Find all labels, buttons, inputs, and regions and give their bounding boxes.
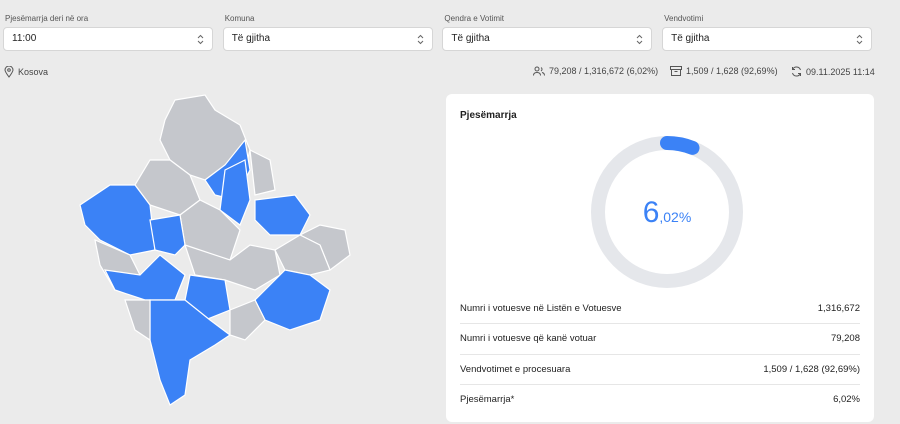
summary-row: Numri i votuesve në Listën e Votuesve 1,3… bbox=[460, 293, 860, 324]
filter-label: Komuna bbox=[224, 14, 255, 23]
filter-value: Të gjitha bbox=[671, 33, 710, 44]
filter-value: Të gjitha bbox=[231, 33, 271, 44]
row-value: 6,02% bbox=[833, 394, 860, 405]
chevron bbox=[637, 34, 643, 45]
summary-row: Pjesëmarrja* 6,02% bbox=[460, 385, 860, 415]
filter-label: Pjesëmarrja deri në ora bbox=[5, 14, 89, 23]
row-value: 79,208 bbox=[830, 333, 860, 344]
pin-icon bbox=[4, 66, 14, 78]
location-text: Kosova bbox=[18, 67, 49, 77]
stat-stations: 1,509 / 1,628 (92,69%) bbox=[670, 66, 778, 76]
summary-row: Numri i votuesve që kanë votuar 79,208 bbox=[460, 324, 860, 355]
row-label: Numri i votuesve që kanë votuar bbox=[460, 333, 597, 344]
row-label: Vendvotimet e procesuara bbox=[460, 363, 571, 375]
stat-updated: 09.11.2025 11:14 bbox=[791, 66, 875, 77]
gauge-label-main: 6 bbox=[643, 196, 660, 229]
stat-text: 09.11.2025 11:14 bbox=[806, 66, 875, 77]
gauge-label: 6,02% bbox=[643, 196, 692, 229]
users-icon bbox=[533, 66, 545, 76]
filter-value: Të gjitha bbox=[451, 33, 490, 44]
filter-select[interactable]: Të gjitha bbox=[662, 27, 873, 51]
chevron bbox=[197, 34, 204, 45]
card-title: Pjesëmarrja bbox=[460, 110, 517, 121]
gauge: 6,02% bbox=[591, 136, 743, 288]
location: Kosova bbox=[4, 66, 48, 78]
row-label: Pjesëmarrja* bbox=[460, 394, 515, 405]
chevron bbox=[856, 34, 863, 45]
row-label: Numri i votuesve në Listën e Votuesve bbox=[460, 302, 622, 314]
box-icon bbox=[670, 66, 682, 76]
row-value: 1,509 / 1,628 (92,69%) bbox=[763, 363, 860, 375]
filter-label: Qendra e Votimit bbox=[444, 14, 504, 23]
row-value: 1,316,672 bbox=[817, 302, 860, 314]
filter-label: Vendvotimi bbox=[664, 14, 704, 23]
gauge-arc bbox=[591, 136, 743, 288]
gauge-label-rest: ,02% bbox=[659, 209, 691, 225]
chevron bbox=[417, 34, 424, 45]
filter-value: 11:00 bbox=[12, 33, 37, 44]
filter-select[interactable]: Të gjitha bbox=[442, 27, 653, 51]
stat-text: 79,208 / 1,316,672 (6,02%) bbox=[549, 66, 659, 76]
filter-select[interactable]: 11:00 bbox=[3, 27, 213, 51]
map bbox=[79, 94, 351, 406]
refresh-icon bbox=[792, 66, 801, 77]
filter-select[interactable]: Të gjitha bbox=[222, 27, 433, 51]
turnout-card: Pjesëmarrja 6,02% Numri i votuesve në Li… bbox=[446, 94, 874, 422]
stat-voters: 79,208 / 1,316,672 (6,02%) bbox=[533, 66, 658, 76]
summary-row: Vendvotimet e procesuara 1,509 / 1,628 (9… bbox=[460, 354, 860, 385]
stat-text: 1,509 / 1,628 (92,69%) bbox=[686, 66, 778, 76]
